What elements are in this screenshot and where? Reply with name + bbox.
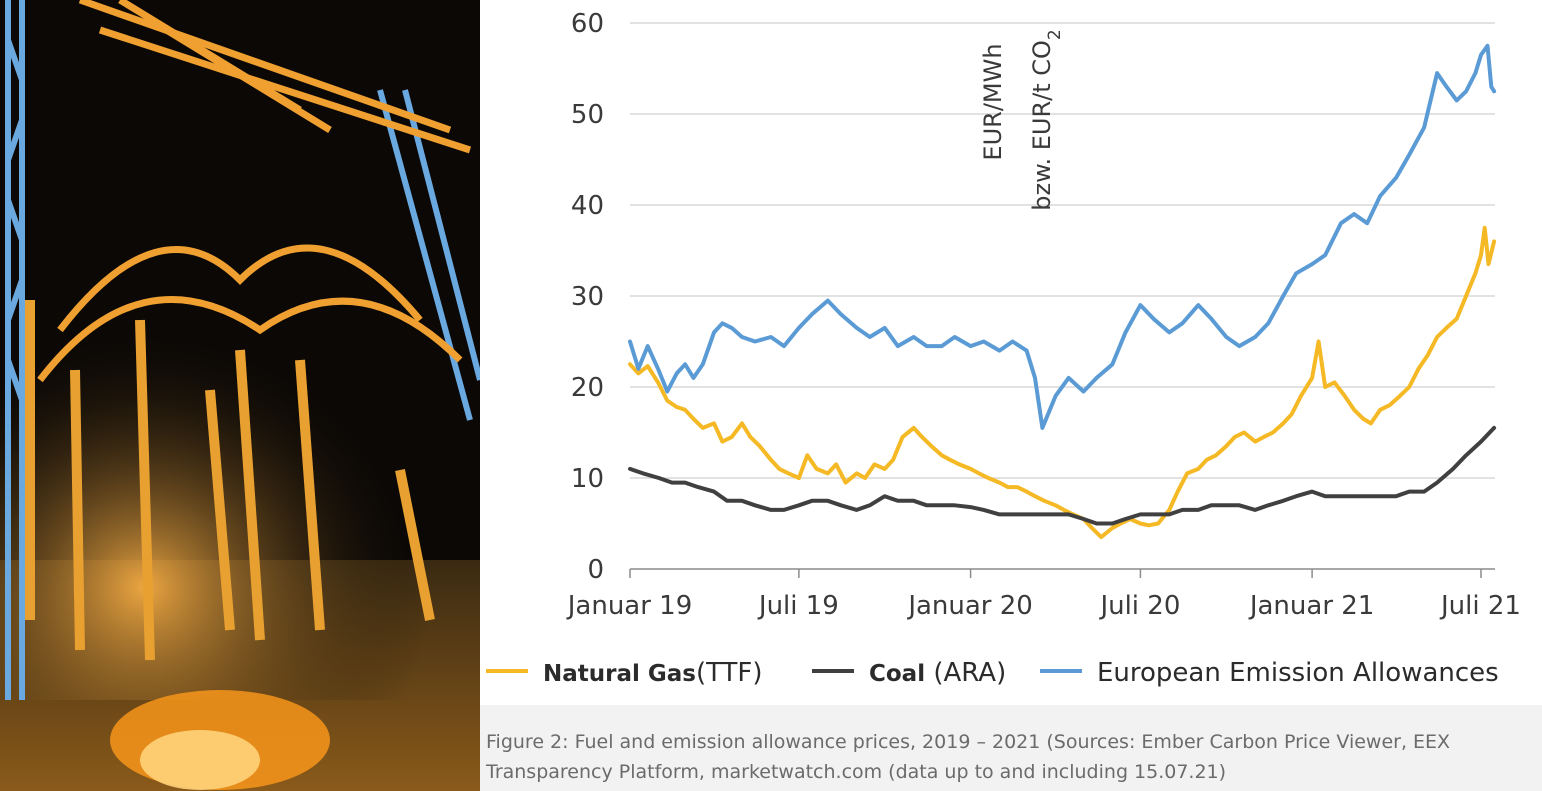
legend-name-2: European Emission Allowances [1097,658,1499,688]
x-tick-label-0: Januar 19 [566,591,693,621]
y-axis-label: EUR/MWh bzw. EUR/t CO2 [979,29,1065,211]
legend-label-2: European Emission Allowances [1097,658,1499,688]
grid-lines [630,22,1495,479]
series-line-2 [628,43,1497,430]
y-axis-label-line2: bzw. EUR/t CO2 [1028,29,1065,211]
y-axis-ticks: 0 10 20 30 40 50 60 [571,9,604,585]
series-lines [628,43,1497,540]
y-tick-label-50: 50 [571,100,604,130]
caption-line-1: Figure 2: Fuel and emission allowance pr… [486,731,1451,753]
y-tick-label-60: 60 [571,9,604,39]
y-tick-label-0: 0 [587,555,604,585]
legend-label-1: Coal (ARA) [869,658,1006,688]
series-line-1 [628,425,1497,526]
y-tick-label-10: 10 [571,464,604,494]
x-tick-label-2: Januar 20 [906,591,1033,621]
legend: Natural Gas(TTF) Coal (ARA) European Emiss… [486,658,1499,688]
x-axis: Januar 19 Juli 19 Januar 20 Juli 20 Januar 2… [566,568,1521,621]
series-line-0 [628,225,1497,540]
x-tick-label-1: Juli 19 [757,591,839,621]
y-tick-label-40: 40 [571,191,604,221]
legend-suffix-0: (TTF) [696,658,763,688]
legend-label-0: Natural Gas(TTF) [543,658,763,688]
y-tick-label-20: 20 [571,373,604,403]
figure-caption: Figure 2: Fuel and emission allowance pr… [480,705,1542,791]
x-tick-label-3: Juli 20 [1098,591,1180,621]
y-axis-label-line1: EUR/MWh [979,43,1007,160]
legend-suffix-1: (ARA) [925,658,1006,688]
caption-line-2: Transparency Platform, marketwatch.com (… [486,761,1227,783]
legend-name-0: Natural Gas [543,661,696,687]
y-tick-label-30: 30 [571,282,604,312]
x-tick-label-4: Januar 21 [1248,591,1375,621]
y-axis-label-line2-text: bzw. EUR/t CO [1028,40,1056,211]
x-tick-label-5: Juli 21 [1439,591,1521,621]
y-axis-label-subscript: 2 [1045,29,1065,40]
legend-name-1: Coal [869,661,925,687]
substation-photo [0,0,480,791]
